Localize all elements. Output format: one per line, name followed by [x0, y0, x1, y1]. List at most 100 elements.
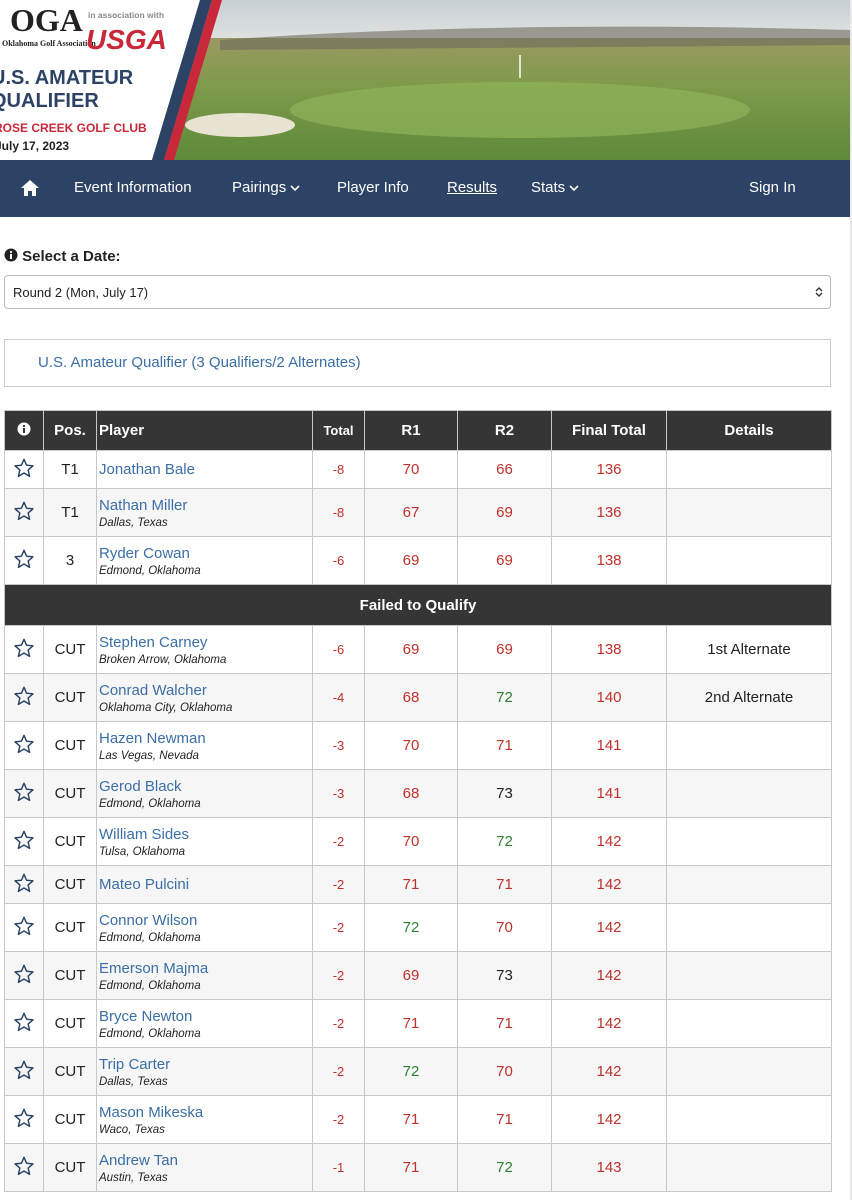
- round-2: 72: [457, 1143, 552, 1192]
- player-row: CUT Andrew Tan Austin, Texas -1 71 72 143: [4, 1143, 832, 1192]
- column-header: Total: [312, 410, 365, 451]
- player-name[interactable]: Connor Wilson: [99, 911, 198, 929]
- round-1: 71: [364, 1095, 458, 1144]
- favorite-cell: [4, 673, 44, 722]
- player-name[interactable]: Nathan Miller: [99, 496, 188, 514]
- round-1: 69: [364, 536, 458, 585]
- player-name[interactable]: Hazen Newman: [99, 729, 206, 747]
- player-name[interactable]: Trip Carter: [99, 1055, 171, 1073]
- player-location: Edmond, Oklahoma: [99, 931, 201, 944]
- column-header: Player: [96, 410, 313, 451]
- player-name[interactable]: Andrew Tan: [99, 1151, 178, 1169]
- player-name[interactable]: William Sides: [99, 825, 190, 843]
- player-name[interactable]: Jonathan Bale: [99, 461, 195, 478]
- player-cell: Bryce Newton Edmond, Oklahoma: [96, 999, 313, 1048]
- player-name[interactable]: Mason Mikeska: [99, 1103, 204, 1121]
- star-icon[interactable]: [13, 1011, 35, 1033]
- player-cell: Andrew Tan Austin, Texas: [96, 1143, 313, 1192]
- star-icon[interactable]: [13, 915, 35, 937]
- position: CUT: [43, 903, 97, 952]
- player-cell: Connor Wilson Edmond, Oklahoma: [96, 903, 313, 952]
- star-icon[interactable]: [13, 1059, 35, 1081]
- column-header: R2: [457, 410, 552, 451]
- star-icon[interactable]: [13, 829, 35, 851]
- player-location: Las Vegas, Nevada: [99, 749, 199, 762]
- total: -2: [312, 951, 365, 1000]
- total: -2: [312, 1047, 365, 1096]
- player-cell: Gerod Black Edmond, Oklahoma: [96, 769, 313, 818]
- round-1: 72: [364, 903, 458, 952]
- nav-link[interactable]: Event Information: [74, 179, 192, 196]
- bunker: [185, 113, 295, 137]
- details: 1st Alternate: [666, 625, 832, 674]
- details: [666, 769, 832, 818]
- star-icon[interactable]: [13, 637, 35, 659]
- column-header: Pos.: [43, 410, 97, 451]
- star-icon[interactable]: [13, 1107, 35, 1129]
- player-location: Tulsa, Oklahoma: [99, 845, 186, 858]
- player-row: T1 Nathan Miller Dallas, Texas -8 67 69 136: [4, 488, 832, 537]
- total: -8: [312, 488, 365, 537]
- sign-in[interactable]: Sign In: [749, 179, 796, 196]
- player-row: CUT Conrad Walcher Oklahoma City, Oklahoma…: [4, 673, 832, 722]
- logo-org: Oklahoma Golf Association: [2, 39, 96, 48]
- date-select[interactable]: Round 2 (Mon, July 17): [4, 275, 831, 309]
- nav-link[interactable]: Results: [447, 179, 498, 196]
- player-name[interactable]: Conrad Walcher: [99, 681, 207, 699]
- nav-link[interactable]: Player Info: [337, 179, 409, 196]
- round-1: 71: [364, 999, 458, 1048]
- player-name[interactable]: Bryce Newton: [99, 1007, 193, 1025]
- favorite-cell: [4, 1143, 44, 1192]
- star-icon[interactable]: [13, 500, 35, 522]
- star-icon[interactable]: [13, 872, 35, 894]
- details: [666, 488, 832, 537]
- home-icon[interactable]: [20, 179, 40, 197]
- round-2: 69: [457, 488, 552, 537]
- position: CUT: [43, 1095, 97, 1144]
- final-total: 141: [551, 769, 667, 818]
- player-cell: Conrad Walcher Oklahoma City, Oklahoma: [96, 673, 313, 722]
- star-icon[interactable]: [13, 548, 35, 570]
- total: -4: [312, 673, 365, 722]
- round-1: 70: [364, 450, 458, 489]
- star-icon[interactable]: [13, 1155, 35, 1177]
- player-row: CUT Mateo Pulcini -2 71 71 142: [4, 865, 832, 904]
- section-row: Failed to Qualify: [4, 584, 832, 626]
- nav-link[interactable]: Pairings: [232, 179, 300, 196]
- player-name[interactable]: Ryder Cowan: [99, 544, 190, 562]
- nav-link[interactable]: Stats: [531, 179, 579, 196]
- total: -1: [312, 1143, 365, 1192]
- player-location: Dallas, Texas: [99, 516, 168, 529]
- player-row: CUT Hazen Newman Las Vegas, Nevada -3 70 71 14…: [4, 721, 832, 770]
- star-icon[interactable]: [13, 685, 35, 707]
- event-box: U.S. Amateur Qualifier (3 Qualifiers/2 A…: [4, 339, 831, 387]
- houses: [220, 26, 850, 50]
- section-label: Failed to Qualify: [4, 584, 832, 626]
- event-link[interactable]: U.S. Amateur Qualifier (3 Qualifiers/2 A…: [38, 354, 361, 371]
- details: [666, 1047, 832, 1096]
- favorite-cell: [4, 536, 44, 585]
- total: -6: [312, 536, 365, 585]
- final-total: 140: [551, 673, 667, 722]
- player-name[interactable]: Emerson Majma: [99, 959, 209, 977]
- star-icon[interactable]: [13, 457, 35, 479]
- info-icon: [17, 422, 31, 435]
- details: [666, 817, 832, 866]
- venue: ROSE CREEK GOLF CLUB: [0, 121, 147, 135]
- final-total: 142: [551, 1047, 667, 1096]
- player-name[interactable]: Mateo Pulcini: [99, 876, 190, 893]
- player-name[interactable]: Gerod Black: [99, 777, 182, 795]
- star-icon[interactable]: [13, 781, 35, 803]
- player-location: Oklahoma City, Oklahoma: [99, 701, 233, 714]
- player-row: CUT Connor Wilson Edmond, Oklahoma -2 72 70 14…: [4, 903, 832, 952]
- star-icon[interactable]: [13, 733, 35, 755]
- round-1: 68: [364, 673, 458, 722]
- player-name[interactable]: Stephen Carney: [99, 633, 208, 651]
- round-2: 72: [457, 817, 552, 866]
- total: -2: [312, 1095, 365, 1144]
- star-icon[interactable]: [13, 963, 35, 985]
- favorite-cell: [4, 951, 44, 1000]
- player-location: Edmond, Oklahoma: [99, 1027, 201, 1040]
